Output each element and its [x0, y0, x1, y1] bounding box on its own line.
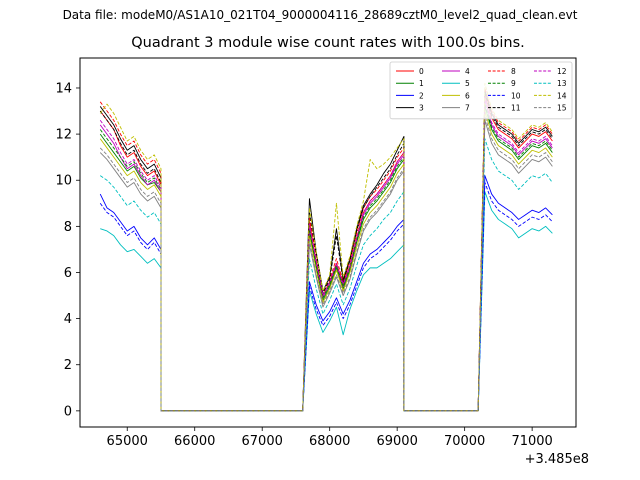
x-tick-label: 66000	[174, 434, 215, 449]
x-tick-label: 65000	[107, 434, 148, 449]
series-line-5	[100, 191, 553, 412]
legend-label-15: 15	[557, 104, 567, 113]
legend-label-13: 13	[557, 79, 567, 88]
y-tick-label: 4	[64, 312, 72, 327]
y-tick-label: 8	[64, 220, 72, 235]
legend-label-5: 5	[465, 79, 470, 88]
legend-label-4: 4	[465, 67, 470, 76]
legend-label-0: 0	[419, 67, 424, 76]
y-tick-label: 10	[55, 174, 72, 189]
legend-label-3: 3	[419, 104, 424, 113]
legend-label-14: 14	[557, 91, 567, 100]
legend-label-7: 7	[465, 104, 470, 113]
series-line-14	[99, 82, 553, 412]
legend-label-8: 8	[511, 67, 516, 76]
y-tick-label: 12	[55, 128, 72, 143]
legend-label-9: 9	[511, 79, 516, 88]
figure-suptitle: Data file: modeM0/AS1A10_021T04_90000041…	[62, 8, 578, 22]
legend-frame	[389, 61, 573, 120]
axes-frame	[79, 57, 577, 428]
series-line-15	[99, 115, 553, 412]
x-tick-label: 69000	[376, 434, 417, 449]
series-layer	[99, 82, 553, 412]
legend-label-11: 11	[511, 104, 521, 113]
y-tick-label: 2	[64, 358, 72, 373]
x-tick-label: 71000	[511, 434, 552, 449]
chart-title: Quadrant 3 module wise count rates with …	[131, 35, 525, 51]
y-tick-label: 6	[64, 266, 72, 281]
x-tick-label: 68000	[309, 434, 350, 449]
legend-label-6: 6	[465, 91, 470, 100]
y-tick-label: 0	[64, 404, 72, 419]
y-tick-label: 14	[55, 81, 72, 96]
legend-label-2: 2	[419, 91, 424, 100]
legend-label-10: 10	[511, 91, 521, 100]
legend-label-1: 1	[419, 79, 424, 88]
x-tick-label: 70000	[444, 434, 485, 449]
x-offset-label: +3.485e8	[524, 452, 589, 467]
x-axis: 65000 66000 67000 68000 69000 70000 71000	[107, 427, 553, 449]
y-axis: 0 2 4 6 8 10 12 14	[55, 81, 80, 419]
x-tick-label: 67000	[242, 434, 283, 449]
legend-label-12: 12	[557, 67, 567, 76]
